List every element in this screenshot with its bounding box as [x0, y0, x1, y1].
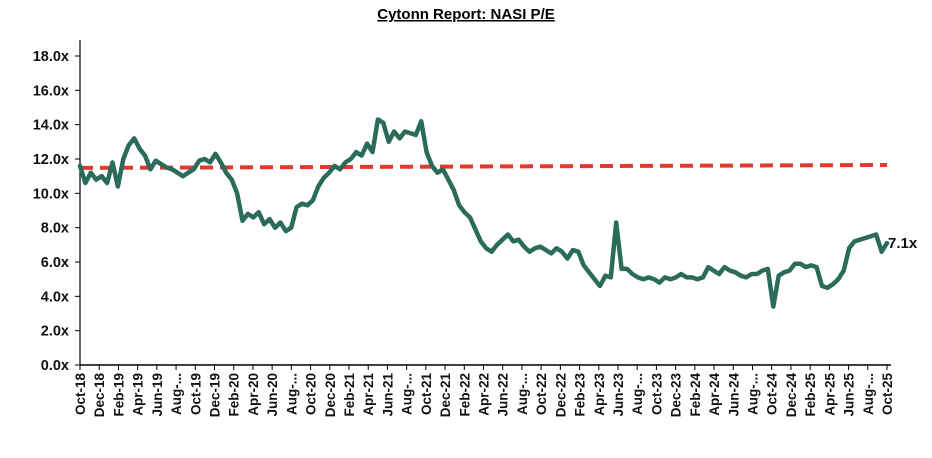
x-tick-label: Jun-25	[842, 373, 857, 417]
x-tick-label: Jun-21	[380, 373, 395, 417]
x-tick-label: Aug-...	[169, 373, 184, 415]
series-layer	[77, 117, 890, 309]
x-tick-label: Aug-...	[746, 373, 761, 415]
x-axis: Oct-18 Dec-18 Feb-19 Apr-19 Jun-19 Aug-... Oct…	[73, 364, 895, 418]
y-tick-label: 8.0x	[41, 221, 69, 237]
x-tick-label: Jun-20	[265, 373, 280, 417]
x-tick-label: Dec-22	[553, 373, 568, 417]
x-tick-label: Feb-20	[227, 373, 242, 417]
x-tick-label: Aug-...	[630, 373, 645, 415]
x-tick-label: Jun-23	[611, 373, 626, 417]
x-tick-label: Oct-19	[188, 373, 203, 415]
y-tick-label: 16.0x	[33, 83, 69, 99]
y-tick-label: 0.0x	[41, 358, 69, 374]
y-tick-label: 18.0x	[33, 49, 69, 65]
x-tick-label: Dec-18	[92, 373, 107, 418]
x-tick-label: Apr-19	[131, 373, 146, 416]
x-tick-label: Oct-18	[73, 373, 88, 416]
x-tick-label: Jun-24	[726, 373, 741, 417]
x-tick-label: Aug-...	[400, 373, 415, 415]
series-nasi-pe-line	[77, 117, 890, 309]
x-tick-label: Feb-25	[803, 373, 818, 417]
y-tick-label: 14.0x	[33, 118, 69, 134]
x-tick-label: Feb-19	[111, 373, 126, 417]
x-tick-label: Feb-21	[342, 373, 357, 417]
x-tick-label: Oct-20	[304, 373, 319, 415]
x-tick-label: Oct-22	[534, 373, 549, 415]
x-tick-label: Dec-24	[784, 373, 799, 418]
y-tick-label: 10.0x	[33, 186, 69, 202]
x-tick-label: Dec-20	[323, 373, 338, 417]
chart-title: Cytonn Report: NASI P/E	[377, 6, 555, 23]
x-tick-label: Jun-22	[496, 373, 511, 417]
y-tick-label: 2.0x	[41, 324, 69, 340]
x-tick-label: Apr-25	[822, 373, 837, 416]
y-tick-label: 6.0x	[41, 255, 69, 271]
data-label-last: 7.1x	[888, 235, 918, 252]
series-average-pe-line	[79, 163, 888, 170]
y-tick-label: 4.0x	[41, 289, 69, 305]
x-tick-label: Apr-20	[246, 373, 261, 416]
x-tick-label: Aug-...	[515, 373, 530, 415]
x-tick-label: Oct-23	[649, 373, 664, 416]
x-tick-label: Aug-...	[861, 373, 876, 415]
x-tick-label: Aug-...	[284, 373, 299, 415]
x-tick-label: Feb-24	[688, 373, 703, 417]
y-tick-label: 12.0x	[33, 152, 69, 168]
x-tick-label: Apr-22	[477, 373, 492, 416]
x-tick-label: Dec-21	[438, 373, 453, 418]
x-tick-label: Jun-19	[150, 373, 165, 417]
x-tick-label: Apr-24	[707, 373, 722, 416]
x-tick-label: Oct-24	[765, 373, 780, 416]
x-tick-label: Feb-22	[457, 373, 472, 417]
x-tick-label: Dec-23	[669, 373, 684, 418]
x-tick-label: Feb-23	[573, 373, 588, 417]
x-tick-label: Oct-21	[419, 373, 434, 416]
x-tick-label: Oct-25	[880, 373, 895, 416]
x-tick-label: Apr-21	[361, 373, 376, 416]
y-axis: 0.0x 2.0x 4.0x 6.0x 8.0x 10.0x 12.0x 14.0x 16.0x…	[33, 40, 81, 374]
x-tick-label: Dec-19	[208, 373, 223, 417]
x-tick-label: Apr-23	[592, 373, 607, 416]
